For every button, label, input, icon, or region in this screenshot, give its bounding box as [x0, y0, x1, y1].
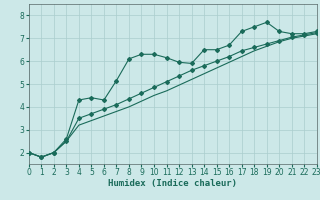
X-axis label: Humidex (Indice chaleur): Humidex (Indice chaleur) — [108, 179, 237, 188]
